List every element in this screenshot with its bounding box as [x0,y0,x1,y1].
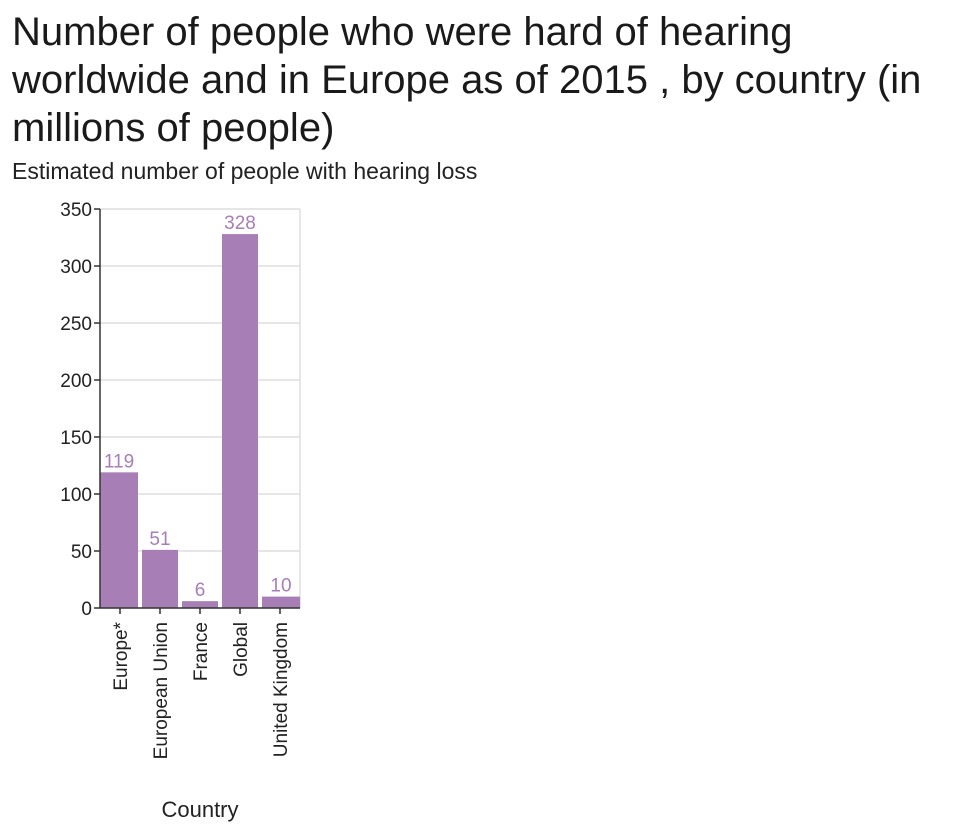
chart-title: Number of people who were hard of hearin… [12,10,922,150]
y-tick-label: 200 [60,371,92,392]
labels: 0 50 100 150 200 250 300 350 119 Europe* 51 Europea… [60,200,292,759]
x-tick-label: Global [231,622,252,677]
axes [94,208,300,614]
data-label: 6 [195,580,206,601]
x-tick-label: United Kingdom [271,622,292,757]
x-axis-title: Country [161,797,238,822]
data-label: 119 [104,451,134,472]
y-tick-label: 0 [81,599,92,620]
data-label: 51 [149,529,170,550]
bar [262,596,300,608]
data-label: 328 [224,213,256,234]
x-tick-label: France [191,622,212,681]
chart-subtitle: Estimated number of people with hearing … [12,158,478,184]
y-tick-label: 250 [60,314,92,335]
y-tick-label: 100 [60,485,92,506]
bar [142,549,178,608]
data-label: 10 [270,576,291,597]
x-tick-label: Europe* [111,621,132,690]
y-tick-label: 50 [71,542,92,563]
y-tick-label: 300 [60,257,92,278]
x-tick-label: European Union [151,622,172,759]
bar [100,472,138,608]
y-tick-label: 350 [60,200,92,221]
bars [100,234,300,608]
bar [182,601,218,608]
bar [222,234,258,608]
y-tick-label: 150 [60,428,92,449]
